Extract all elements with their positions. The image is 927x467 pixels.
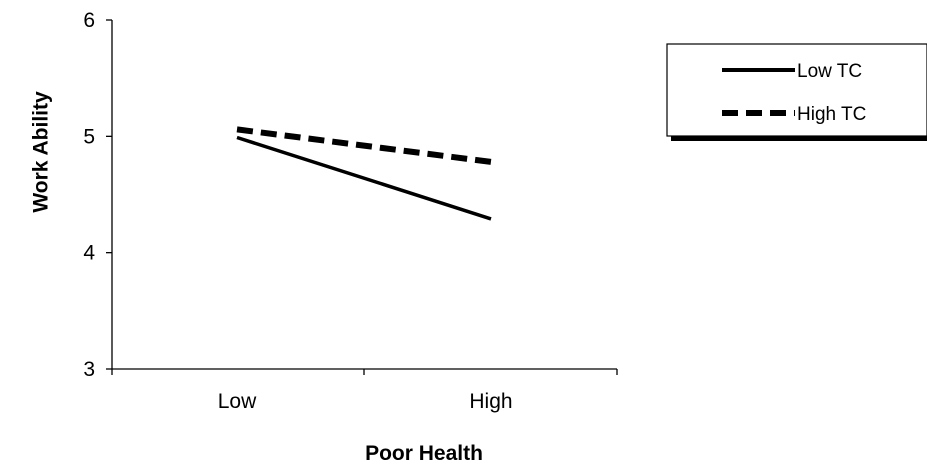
series-line-low-tc [236,135,492,221]
y-axis-title: Work Ability [30,91,53,213]
legend: Low TC High TC [666,43,927,141]
y-tick-label: 6 [83,9,95,32]
x-axis-ticks: Low High [111,369,618,413]
y-tick-label: 4 [83,242,95,265]
x-tick-label: Low [218,390,257,413]
y-axis-ticks: 3 4 5 6 [83,9,112,381]
x-tick-label: High [469,390,512,413]
y-tick-label: 5 [83,125,95,148]
y-tick-label: 3 [83,358,95,381]
legend-label-high-tc: High TC [797,104,866,125]
x-axis-title: Poor Health [365,442,483,465]
series-layer [236,126,492,221]
series-line-high-tc [236,126,492,165]
legend-label-low-tc: Low TC [797,61,862,82]
legend-box [666,43,927,137]
